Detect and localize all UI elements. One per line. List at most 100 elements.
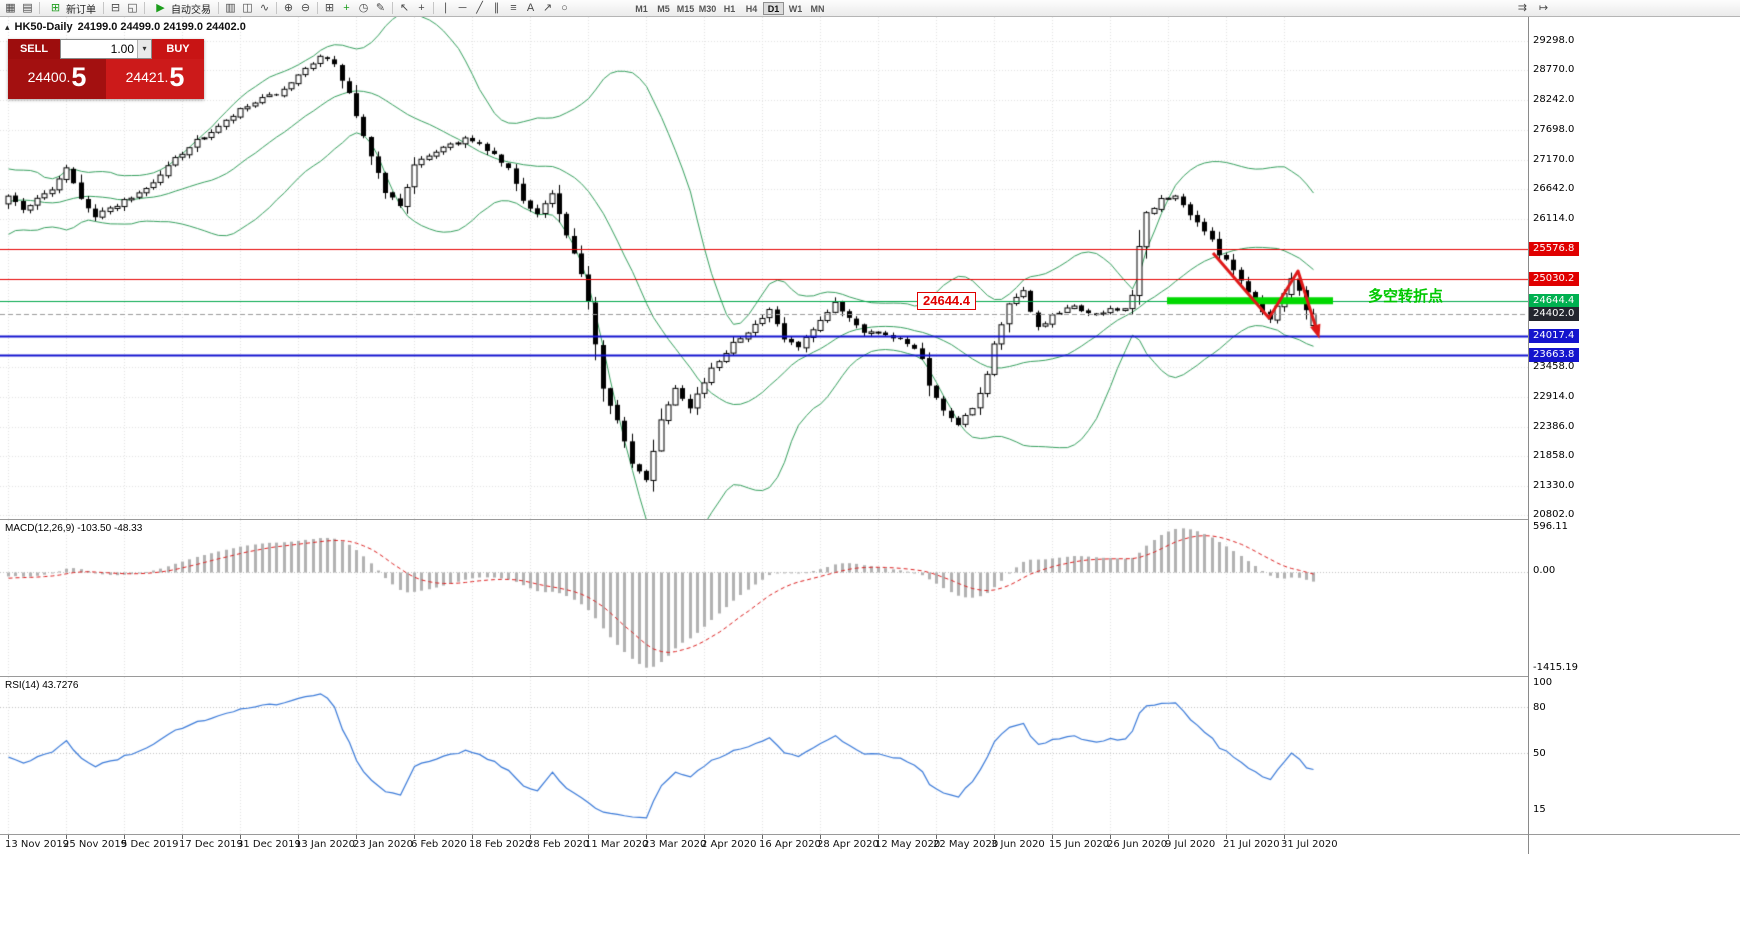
chart-title-bar: ▴ HK50-Daily 24199.0 24499.0 24199.0 244… xyxy=(5,21,246,33)
arrow-tool-icon[interactable]: ↗ xyxy=(542,1,553,14)
date-tick-label: 17 Dec 2019 xyxy=(179,839,243,850)
date-tick-label: 2 Apr 2020 xyxy=(701,839,757,850)
buy-button[interactable]: BUY xyxy=(152,39,204,59)
price-tick-label: 23458.0 xyxy=(1533,360,1575,372)
sell-button[interactable]: SELL xyxy=(8,39,60,59)
date-tick-mark xyxy=(762,835,763,839)
chart-window-icon[interactable]: ◱ xyxy=(127,1,138,14)
price-chart-panel: ▴ HK50-Daily 24199.0 24499.0 24199.0 244… xyxy=(0,17,1528,519)
price-level-tag: 23663.8 xyxy=(1529,348,1579,363)
chart-profiles-icon[interactable]: ▤ xyxy=(22,1,33,14)
timeframe-m30-button[interactable]: M30 xyxy=(698,3,717,14)
price-tick-label: 26114.0 xyxy=(1533,212,1575,224)
one-click-collapse-toggle[interactable]: ▴ xyxy=(5,21,10,32)
auto-scroll-icon[interactable]: ⇉ xyxy=(1517,1,1528,14)
date-tick-label: 13 Jan 2020 xyxy=(295,839,355,850)
timeframe-w1-button[interactable]: W1 xyxy=(788,3,803,14)
timeframe-mn-button[interactable]: MN xyxy=(810,3,825,14)
timeframe-toolbar: M1 M5 M15 M30 H1 H4 D1 W1 MN xyxy=(631,1,828,15)
fibonacci-icon[interactable]: ≡ xyxy=(510,1,517,14)
date-tick-label: 26 Jun 2020 xyxy=(1107,839,1168,850)
rsi-title: RSI(14) 43.7276 xyxy=(5,680,79,691)
date-tick-label: 18 Feb 2020 xyxy=(469,839,532,850)
tile-windows-icon[interactable]: ⊟ xyxy=(110,1,121,14)
tile-grid-icon[interactable]: ⊞ xyxy=(324,1,335,14)
date-tick-label: 6 Feb 2020 xyxy=(411,839,467,850)
line-chart-icon[interactable]: ∿ xyxy=(259,1,270,14)
new-order-icon: ⊞ xyxy=(50,1,61,14)
price-level-tag: 24017.4 xyxy=(1529,328,1579,343)
channel-icon[interactable]: ∥ xyxy=(493,1,500,14)
vertical-line-icon[interactable]: ∣ xyxy=(442,1,449,14)
date-tick-mark xyxy=(182,835,183,839)
timeframe-h1-button[interactable]: H1 xyxy=(723,3,736,14)
timeframe-m15-button[interactable]: M15 xyxy=(676,3,695,14)
date-tick-label: 21 Jul 2020 xyxy=(1223,839,1280,850)
buy-price-big-digit: 5 xyxy=(169,62,185,92)
date-tick-label: 31 Dec 2019 xyxy=(237,839,301,850)
price-axis[interactable]: 29298.0 28770.0 28242.0 27698.0 27170.0 26642… xyxy=(1529,0,1739,948)
rsi-canvas[interactable] xyxy=(0,677,1528,834)
timeframe-h4-button[interactable]: H4 xyxy=(745,3,758,14)
symbol-period-label: HK50-Daily xyxy=(14,21,73,33)
price-tick-label: 28770.0 xyxy=(1533,64,1575,76)
volume-dropdown-icon[interactable]: ▾ xyxy=(137,40,151,58)
date-tick-label: 12 May 2020 xyxy=(875,839,941,850)
price-tick-label: 22386.0 xyxy=(1533,420,1575,432)
zoom-out-icon[interactable]: ⊖ xyxy=(300,1,311,14)
shapes-icon[interactable]: ○ xyxy=(561,1,568,14)
trendline-icon[interactable]: ╱ xyxy=(476,1,483,14)
price-tick-label: 29298.0 xyxy=(1533,34,1575,46)
price-tick-label: 26642.0 xyxy=(1533,183,1575,195)
period-clock-icon[interactable]: ◷ xyxy=(358,1,369,14)
horizontal-line-icon[interactable]: ─ xyxy=(458,1,467,14)
text-label-icon[interactable]: A xyxy=(526,1,535,14)
volume-input[interactable] xyxy=(61,40,137,58)
rsi-50-label: 50 xyxy=(1533,748,1546,760)
price-level-tag: 24644.4 xyxy=(1529,293,1579,308)
templates-icon[interactable]: ✎ xyxy=(375,1,386,14)
date-tick-mark xyxy=(1168,835,1169,839)
price-callout[interactable]: 24644.4 xyxy=(917,292,976,310)
timeframe-m5-button[interactable]: M5 xyxy=(657,3,670,14)
zoom-in-icon[interactable]: ⊕ xyxy=(283,1,294,14)
time-axis[interactable]: 13 Nov 2019 25 Nov 2019 5 Dec 2019 17 Dec 2… xyxy=(0,834,1740,854)
price-tick-label: 21858.0 xyxy=(1533,450,1575,462)
rsi-100-label: 100 xyxy=(1533,677,1553,688)
new-order-button-label: 新订单 xyxy=(66,4,96,16)
date-tick-mark xyxy=(472,835,473,839)
date-tick-mark xyxy=(124,835,125,839)
timeframe-d1-button[interactable]: D1 xyxy=(763,1,784,15)
toolbar: ▦ ▤ ⊞ 新订单 ⊟ ◱ ▶ 自动交易 ▥ ◫ ∿ ⊕ ⊖ ⊞ + ◷ ✎ ↖ + ∣ ─ ╱ ∥ ≡ A ↗ ○ M1 M5 M15 M… xyxy=(0,0,1740,17)
macd-title: MACD(12,26,9) -103.50 -48.33 xyxy=(5,523,143,534)
turning-point-label[interactable]: 多空转折点 xyxy=(1368,288,1444,305)
date-tick-mark xyxy=(820,835,821,839)
new-chart-icon[interactable]: ▦ xyxy=(5,1,16,14)
date-tick-mark xyxy=(298,835,299,839)
chart-shift-icon[interactable]: ↦ xyxy=(1538,1,1549,14)
date-tick-label: 11 Mar 2020 xyxy=(585,839,649,850)
price-chart-canvas[interactable] xyxy=(0,17,1528,519)
date-tick-mark xyxy=(588,835,589,839)
date-tick-label: 25 Nov 2019 xyxy=(63,839,128,850)
buy-price-box[interactable]: 24421. 5 xyxy=(106,59,204,99)
ohlc-values: 24199.0 24499.0 24199.0 24402.0 xyxy=(77,21,246,33)
date-tick-mark xyxy=(936,835,937,839)
date-tick-label: 23 Mar 2020 xyxy=(643,839,707,850)
price-tick-label: 21330.0 xyxy=(1533,479,1575,491)
new-order-button[interactable]: ⊞ 新订单 xyxy=(43,1,100,16)
date-tick-mark xyxy=(8,835,9,839)
cursor-icon[interactable]: ↖ xyxy=(399,1,410,14)
one-click-trading-panel: SELL ▾ BUY 24400.5 24421.5 xyxy=(8,39,204,99)
macd-canvas[interactable] xyxy=(0,520,1528,676)
crosshair-icon[interactable]: + xyxy=(418,1,425,14)
bar-chart-icon[interactable]: ▥ xyxy=(225,1,236,14)
timeframe-m1-button[interactable]: M1 xyxy=(635,3,648,14)
volume-field: ▾ xyxy=(60,39,152,59)
candlestick-chart-icon[interactable]: ◫ xyxy=(242,1,253,14)
indicators-icon[interactable]: + xyxy=(343,1,350,14)
price-axis-border xyxy=(1528,17,1529,854)
autotrading-button[interactable]: ▶ 自动交易 xyxy=(148,1,215,16)
toolbar-right-icons: ⇉ ↦ xyxy=(1514,1,1552,16)
sell-price-box[interactable]: 24400. 5 xyxy=(8,59,106,99)
